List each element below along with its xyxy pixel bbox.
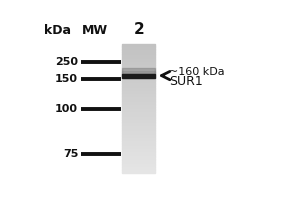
Bar <box>122 68 155 74</box>
Bar <box>122 156 155 157</box>
Text: MW: MW <box>81 24 107 37</box>
Bar <box>122 67 155 68</box>
Bar <box>122 50 155 52</box>
Bar <box>122 54 155 55</box>
Bar <box>122 151 155 152</box>
Bar <box>122 65 155 67</box>
Bar <box>122 118 155 120</box>
Bar <box>122 93 155 94</box>
Bar <box>122 84 155 86</box>
Bar <box>122 47 155 49</box>
Text: 250: 250 <box>55 57 78 67</box>
Bar <box>122 117 155 118</box>
Bar <box>122 59 155 60</box>
Bar <box>122 102 155 104</box>
Text: 100: 100 <box>55 104 78 114</box>
Bar <box>122 76 155 78</box>
Bar <box>122 57 155 59</box>
Bar <box>122 81 155 83</box>
Text: 2: 2 <box>133 22 144 37</box>
Bar <box>122 135 155 136</box>
Bar <box>122 104 155 105</box>
Bar <box>122 72 155 73</box>
Bar <box>122 162 155 164</box>
Bar <box>122 94 155 96</box>
Text: 75: 75 <box>63 149 78 159</box>
Bar <box>122 131 155 133</box>
Bar <box>122 63 155 65</box>
Bar <box>122 122 155 123</box>
Bar <box>122 49 155 50</box>
Text: SUR1: SUR1 <box>169 75 202 88</box>
Text: 150: 150 <box>55 74 78 84</box>
Bar <box>122 138 155 139</box>
Bar <box>122 46 155 47</box>
Text: ~160 kDa: ~160 kDa <box>169 67 224 77</box>
Bar <box>122 109 155 110</box>
Bar <box>122 70 155 72</box>
Bar <box>122 146 155 148</box>
Bar <box>122 99 155 101</box>
Bar <box>122 68 155 70</box>
Bar <box>122 130 155 131</box>
Bar <box>122 71 155 74</box>
Bar <box>122 149 155 151</box>
Bar <box>122 91 155 93</box>
Bar <box>122 75 155 76</box>
Bar <box>122 52 155 54</box>
Bar <box>122 105 155 107</box>
Bar <box>122 114 155 115</box>
Bar <box>122 172 155 173</box>
Bar <box>122 159 155 160</box>
Bar <box>122 44 155 46</box>
Bar <box>122 125 155 126</box>
Bar <box>122 170 155 172</box>
Bar <box>122 78 155 80</box>
Bar <box>122 139 155 141</box>
Bar <box>122 123 155 125</box>
Text: kDa: kDa <box>44 24 71 37</box>
Bar <box>122 154 155 156</box>
Bar <box>122 152 155 154</box>
Bar <box>122 110 155 112</box>
Bar <box>122 96 155 97</box>
Bar <box>122 157 155 159</box>
Bar <box>122 165 155 167</box>
Bar <box>122 128 155 130</box>
Bar <box>122 126 155 128</box>
Bar <box>122 120 155 122</box>
Bar <box>122 73 155 75</box>
Bar <box>122 62 155 63</box>
Bar <box>122 143 155 144</box>
Bar <box>122 112 155 114</box>
Bar <box>122 80 155 81</box>
Bar <box>122 107 155 109</box>
Bar <box>122 74 155 78</box>
Bar <box>122 136 155 138</box>
Bar <box>122 169 155 170</box>
Bar <box>122 148 155 149</box>
Bar <box>122 141 155 143</box>
Bar <box>122 144 155 146</box>
Bar <box>122 160 155 162</box>
Bar <box>122 55 155 57</box>
Bar <box>122 133 155 135</box>
Bar <box>122 60 155 62</box>
Bar <box>122 88 155 89</box>
Bar <box>122 101 155 102</box>
Bar <box>122 83 155 84</box>
Bar <box>122 97 155 99</box>
Bar <box>122 115 155 117</box>
Bar <box>122 86 155 88</box>
Bar <box>122 89 155 91</box>
Bar <box>122 167 155 169</box>
Bar <box>122 164 155 165</box>
